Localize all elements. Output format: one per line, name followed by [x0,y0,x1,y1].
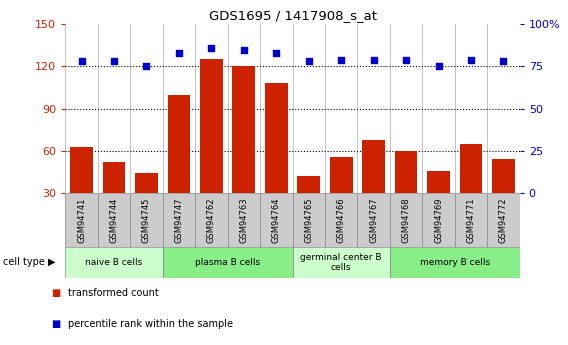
Text: GSM94747: GSM94747 [174,197,183,243]
Point [110,59,119,64]
Text: ■: ■ [51,288,60,298]
Bar [70,147,93,193]
Point [402,57,411,62]
Bar [362,140,385,193]
Text: cell type ▶: cell type ▶ [3,257,55,267]
Bar [330,157,353,193]
Text: plasma B cells: plasma B cells [195,258,260,267]
Bar [135,174,158,193]
Bar [298,176,320,193]
Bar [65,247,162,278]
Bar [200,59,223,193]
Bar [390,193,423,247]
Bar [492,159,515,193]
Point [207,45,216,51]
Bar [228,193,260,247]
Bar [162,247,293,278]
Bar [98,193,130,247]
Bar [423,193,455,247]
Text: GSM94771: GSM94771 [466,197,475,243]
Point [369,57,378,62]
Bar [232,66,255,193]
Text: GSM94764: GSM94764 [272,197,281,243]
Point [174,50,183,56]
Point [337,57,346,62]
Text: GSM94745: GSM94745 [142,197,151,243]
Text: GSM94762: GSM94762 [207,197,216,243]
Bar [162,193,195,247]
Point [77,59,86,64]
Text: GSM94763: GSM94763 [239,197,248,243]
Bar [130,193,162,247]
Bar [460,144,482,193]
Text: memory B cells: memory B cells [420,258,490,267]
Point [239,47,248,52]
Text: GSM94741: GSM94741 [77,197,86,243]
Text: GSM94768: GSM94768 [402,197,411,243]
Title: GDS1695 / 1417908_s_at: GDS1695 / 1417908_s_at [208,9,377,22]
Text: GSM94744: GSM94744 [110,197,119,243]
Bar [487,193,520,247]
Bar [390,247,520,278]
Text: GSM94772: GSM94772 [499,197,508,243]
Text: ■: ■ [51,319,60,329]
Text: germinal center B
cells: germinal center B cells [300,253,382,272]
Bar [65,193,98,247]
Bar [195,193,228,247]
Text: transformed count: transformed count [68,288,159,298]
Text: naive B cells: naive B cells [85,258,143,267]
Bar [260,193,293,247]
Text: GSM94767: GSM94767 [369,197,378,243]
Point [466,57,475,62]
Bar [357,193,390,247]
Bar [293,193,325,247]
Bar [325,193,357,247]
Bar [265,83,287,193]
Point [304,59,314,64]
Bar [395,151,417,193]
Text: GSM94769: GSM94769 [434,197,443,243]
Point [499,59,508,64]
Bar [455,193,487,247]
Point [142,63,151,69]
Text: GSM94766: GSM94766 [337,197,346,243]
Text: GSM94765: GSM94765 [304,197,313,243]
Bar [103,162,126,193]
Point [434,63,443,69]
Bar [168,95,190,193]
Bar [427,171,450,193]
Text: percentile rank within the sample: percentile rank within the sample [68,319,233,329]
Bar [293,247,390,278]
Point [272,50,281,56]
